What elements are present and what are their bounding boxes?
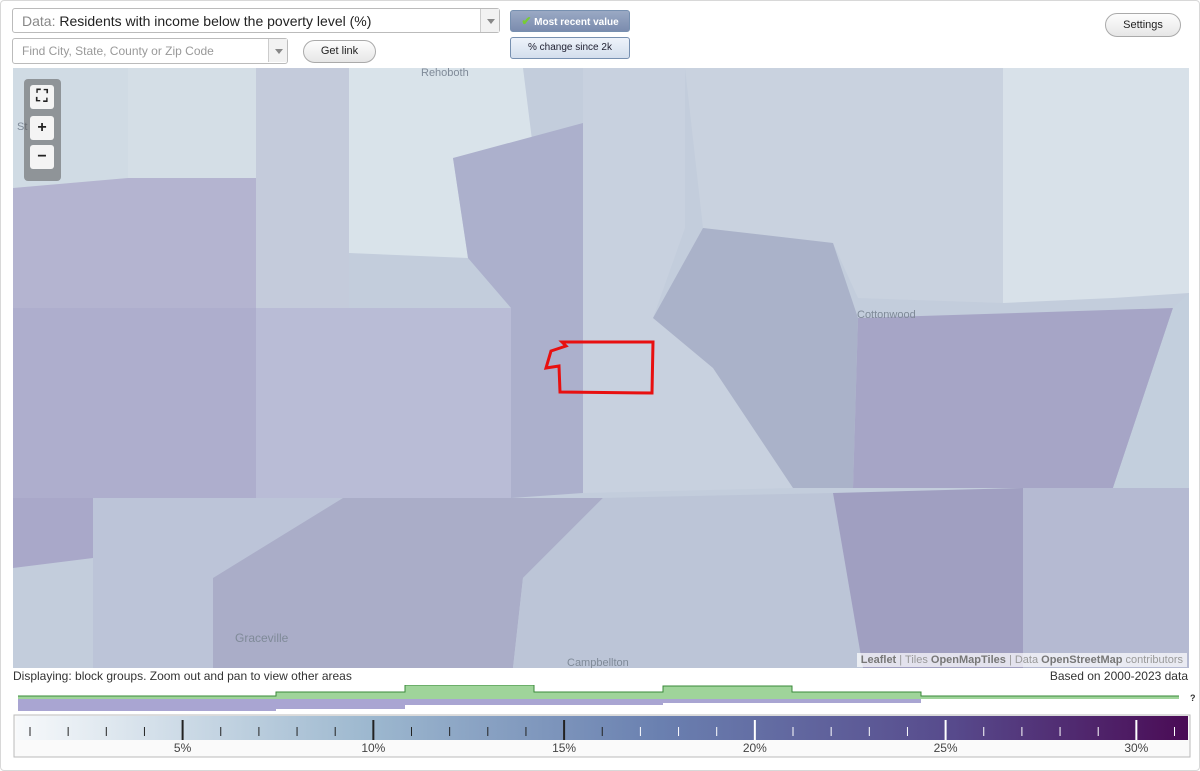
zoom-out-button[interactable]: − [30,145,54,169]
region [128,68,256,178]
selected-area[interactable] [543,340,655,395]
place-label: St [17,121,27,133]
data-value: Residents with income below the poverty … [59,13,372,29]
get-link-button[interactable]: Get link [303,40,376,63]
dropdown-arrow[interactable] [480,9,499,32]
region [833,488,1023,668]
legend-label: 30% [1124,741,1148,755]
attr-data: | Data [1008,654,1039,666]
legend: 5% 10% 15% 20% 25% 30% [13,714,1191,758]
histogram-outline [18,685,1179,697]
distribution: ? [18,685,1196,711]
attr-contrib: contributors [1125,654,1183,666]
attr-data-src[interactable]: OpenStreetMap [1041,654,1123,666]
legend-label: 20% [743,741,767,755]
data-label: Data: [22,13,56,29]
region [1023,488,1189,668]
place-label: Graceville [235,631,289,645]
most-recent-toggle[interactable]: ✔ Most recent value [510,10,630,32]
attr-tiles: | Tiles [899,654,928,666]
region [349,68,533,258]
region [213,498,603,668]
region [453,123,583,498]
region [513,493,863,668]
most-recent-text: Most recent value [534,17,619,28]
legend-help[interactable]: ? [1190,693,1196,703]
region [685,68,1003,303]
region [256,308,511,498]
legend-label: 25% [934,741,958,755]
search-dropdown[interactable] [268,39,287,62]
legend-label: 5% [174,741,192,755]
based-on-text: Based on 2000-2023 data [1049,669,1188,683]
zoom-controls: ⛶ + − [24,79,61,181]
legend-label: 15% [552,741,576,755]
region [1113,293,1189,488]
region [13,178,256,308]
place-label: Campbellton [567,657,629,668]
place-label: Rehoboth [421,68,469,79]
region [853,308,1173,488]
attr-leaflet[interactable]: Leaflet [860,654,897,666]
attribution: Leaflet | Tiles OpenMapTiles | Data Open… [856,653,1187,667]
fullscreen-button[interactable]: ⛶ [30,85,54,109]
place-label: Cottonwood [857,309,916,321]
region [13,498,93,568]
search-box[interactable]: Find City, State, County or Zip Code [12,38,288,64]
data-select[interactable]: Data: Residents with income below the po… [12,8,500,33]
legend-label: 10% [361,741,385,755]
region [13,308,256,498]
region [256,68,349,308]
pct-change-toggle[interactable]: % change since 2k [510,37,630,59]
region [653,228,858,488]
histogram-base [18,699,921,711]
map[interactable]: Rehoboth St Cottonwood Graceville Campbe… [13,68,1189,668]
settings-button[interactable]: Settings [1105,13,1181,37]
attr-tiles-src[interactable]: OpenMapTiles [930,654,1006,666]
search-placeholder: Find City, State, County or Zip Code [22,44,214,58]
displaying-text: Displaying: block groups. Zoom out and p… [13,669,352,683]
region [583,68,793,493]
region [1003,68,1189,303]
zoom-in-button[interactable]: + [30,116,54,140]
